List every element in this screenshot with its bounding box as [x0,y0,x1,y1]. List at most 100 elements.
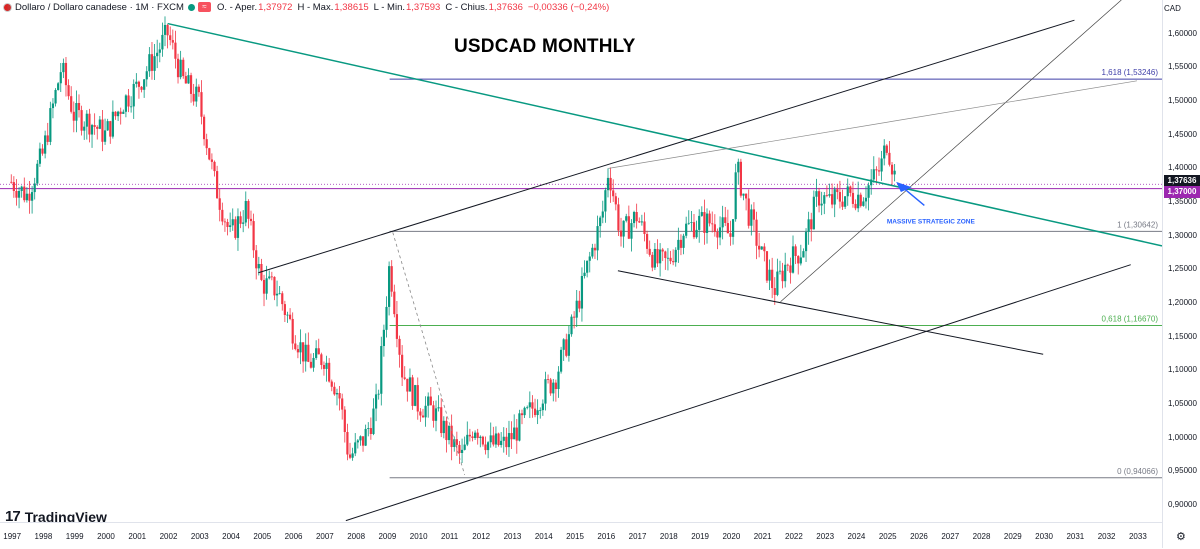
candle-body [601,211,604,218]
candle-body [187,75,190,84]
candle-body [677,239,680,250]
tradingview-logo[interactable]: 17 TradingView [5,508,107,525]
candle-body [773,288,776,295]
candle-body [588,256,591,261]
candle-body [731,219,735,237]
candle-body [661,249,664,252]
candle-body [851,192,855,204]
candle-body [554,382,557,389]
candle-body [445,420,448,441]
candle-body [515,427,518,441]
candle-body [62,62,65,73]
candle-body [750,209,753,226]
candle-body [713,224,716,232]
candle-body [174,42,177,59]
candle-body [739,161,742,196]
time-tick-label: 2020 [722,532,741,541]
candle-body [533,408,537,416]
time-tick-label: 2013 [503,532,522,541]
candle-body [398,338,401,355]
candle-body [630,223,633,239]
candle-body [557,371,560,389]
candle-body [156,52,159,57]
candle-body [427,396,430,406]
price-plot[interactable]: 1,618 (1,53246) 1 (1,30642) 0,618 (1,16670… [0,0,1163,522]
time-tick-label: 2017 [628,532,647,541]
candle-body [46,135,49,142]
flag-icon [3,2,12,12]
candle-body [434,408,438,421]
candle-body [872,169,875,180]
price-axis[interactable]: 0,90000 0,95000 1,00000 1,05000 1,10000 1,150… [1162,0,1200,548]
candle-body [192,93,195,102]
candle-body [711,223,714,225]
candle-body [799,257,802,264]
candle-body [255,250,258,269]
candle-body [890,164,894,175]
chart-area[interactable]: 1,618 (1,53246) 1 (1,30642) 0,618 (1,16670… [0,0,1163,522]
candle-body [406,378,409,392]
gear-icon[interactable]: ⚙ [1176,531,1186,543]
candle-body [421,415,425,418]
candle-body [38,148,42,164]
symbol-name[interactable]: Dollaro / Dollaro canadese · 1M · FXCM [15,1,184,13]
candle-body [549,379,552,394]
price-tick-label: 1,30000 [1168,230,1197,240]
candle-body [797,255,800,264]
currency-label[interactable]: CAD [1164,4,1181,13]
candle-body [596,226,599,251]
candle-body [656,248,659,264]
candle-body [299,342,302,353]
candle-body [70,96,73,112]
candle-body [150,54,154,71]
candle-body [169,35,172,41]
lower-channel-line [345,264,1131,522]
candle-body [440,407,443,434]
candle-body [698,215,701,230]
candle-body [645,234,649,249]
candle-body [481,436,485,445]
candle-body [15,191,18,198]
candle-body [278,293,281,295]
candle-body [77,103,81,111]
candle-body [218,198,221,210]
candle-body [122,111,125,114]
candle-body [401,354,404,378]
candle-body [270,276,273,278]
candle-body [836,189,839,193]
time-tick-label: 2027 [941,532,960,541]
time-tick-label: 2011 [441,532,459,541]
price-tick-label: 1,10000 [1168,365,1197,375]
candle-body [59,72,62,84]
candle-body [541,403,544,411]
candle-body [573,316,576,318]
candle-body [96,126,99,129]
candle-body [786,264,789,266]
candle-body [617,204,620,231]
time-axis[interactable]: 1997 1998 1999 2000 2001 2002 2003 2004 2005 2006… [0,522,1162,549]
candle-body [778,270,782,272]
candle-body [804,231,808,252]
candle-body [830,194,834,205]
candle-body [54,89,57,104]
candle-body [322,364,326,369]
candle-body [351,453,354,458]
indicator-icon[interactable]: ≈ [197,2,211,12]
time-tick-label: 2008 [347,532,366,541]
candle-body [377,393,380,395]
candle-body [286,314,289,316]
candle-body [867,185,870,198]
candle-body [705,213,709,233]
price-tick-label: 1,20000 [1168,298,1197,308]
candle-body [176,58,180,78]
candle-body [130,106,133,108]
candle-body [862,201,865,206]
candle-body [374,394,378,409]
candle-body [625,216,628,221]
candle-body [685,223,688,236]
time-tick-label: 2028 [972,532,991,541]
candle-body [189,75,193,94]
candle-body [249,218,253,222]
candle-body [784,264,787,282]
candle-body [648,248,651,255]
